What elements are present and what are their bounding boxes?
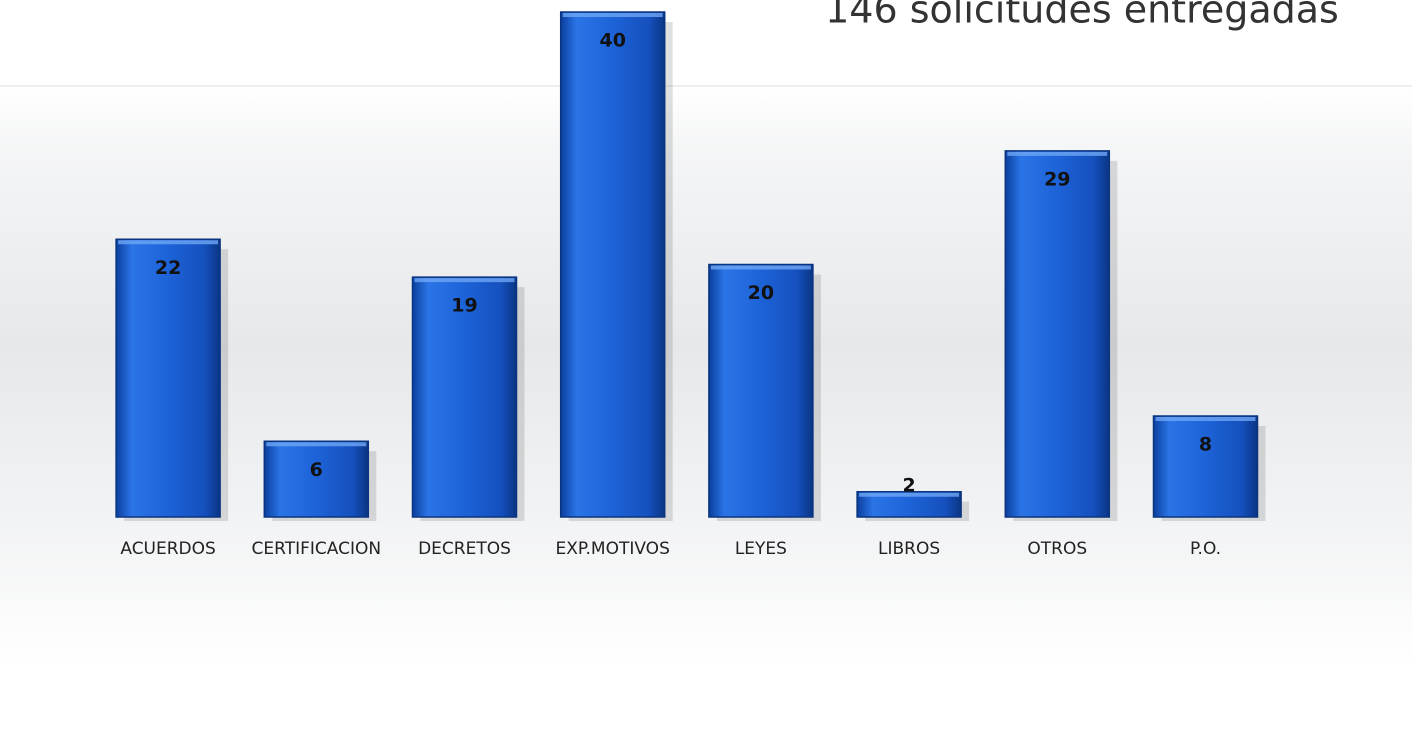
bar-bevel xyxy=(1007,151,1108,156)
bar xyxy=(263,440,370,518)
value-label: 19 xyxy=(451,295,477,317)
bar-bevel xyxy=(710,265,811,270)
value-label: 8 xyxy=(1199,434,1212,456)
bar xyxy=(1004,150,1111,518)
chart-title: 146 solicitudes entregadas xyxy=(825,0,1339,32)
bar-bevel xyxy=(1155,417,1256,421)
x-tick-label: DECRETOS xyxy=(418,539,511,559)
bar xyxy=(708,263,814,518)
value-label: 6 xyxy=(310,459,323,481)
x-tick-label: CERTIFICACION xyxy=(252,539,382,559)
value-label: 22 xyxy=(155,257,181,279)
x-tick-label: LEYES xyxy=(735,539,787,559)
x-tick-label: OTROS xyxy=(1027,539,1087,559)
bar xyxy=(115,238,221,518)
x-tick-label: LIBROS xyxy=(878,539,940,559)
bar-bevel xyxy=(414,278,515,283)
bar-bevel xyxy=(562,13,663,17)
bar xyxy=(1152,415,1259,518)
x-tick-label: P.O. xyxy=(1190,539,1221,559)
value-label: 20 xyxy=(748,282,774,304)
bar-bevel xyxy=(118,240,219,245)
x-tick-label: ACUERDOS xyxy=(120,539,215,559)
bar-bevel xyxy=(266,442,367,447)
x-tick-label: EXP.MOTIVOS xyxy=(556,539,670,559)
plot-background xyxy=(0,85,1412,665)
bar-bevel xyxy=(859,492,960,497)
bar xyxy=(411,276,518,518)
value-label: 40 xyxy=(599,30,625,52)
value-label: 2 xyxy=(902,474,915,496)
value-label: 29 xyxy=(1044,168,1070,190)
bar xyxy=(559,11,666,518)
